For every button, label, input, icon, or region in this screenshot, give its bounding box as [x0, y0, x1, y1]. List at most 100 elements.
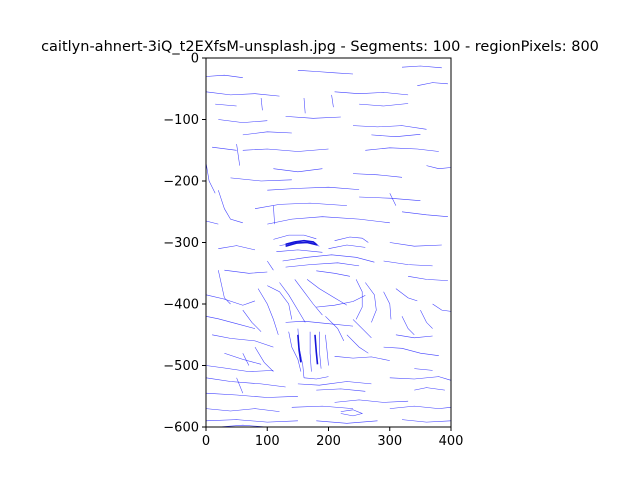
contour-line-82 [420, 309, 433, 329]
y-tick-label: −100 [163, 113, 199, 128]
contour-line-52 [205, 316, 256, 329]
y-tick-label: 0 [191, 52, 199, 67]
contour-line-38 [316, 270, 350, 277]
contour-line-39 [218, 270, 231, 305]
contour-line-35 [383, 260, 433, 267]
contour-line-42 [306, 279, 348, 306]
contour-line-55 [288, 331, 302, 372]
x-tick-label: 200 [316, 434, 341, 449]
contour-line-16 [273, 168, 323, 173]
contour-line-26 [401, 211, 448, 217]
contour-line-58 [319, 331, 322, 369]
contour-line-8 [218, 119, 268, 123]
plot-background [206, 58, 451, 427]
contour-line-1 [297, 70, 354, 75]
contour-line-53 [212, 334, 274, 348]
contour-line-78 [205, 419, 298, 423]
contour-line-14 [365, 147, 439, 152]
x-tick-label: 300 [377, 434, 402, 449]
x-tick-label: 100 [255, 434, 280, 449]
x-tick-label: 0 [202, 434, 210, 449]
contour-line-86 [331, 94, 334, 108]
y-tick-label: −400 [163, 298, 199, 313]
contour-line-92 [408, 276, 448, 281]
contour-line-71 [205, 392, 298, 398]
contour-line-98 [414, 368, 433, 371]
contour-line-11 [242, 131, 292, 136]
contour-line-46 [355, 279, 363, 320]
contour-line-32 [282, 254, 375, 263]
chart-title: caitlyn-ahnert-3iQ_t2EXfsM-unsplash.jpg … [41, 39, 599, 55]
contour-line-59 [325, 334, 329, 366]
contour-line-17 [230, 177, 292, 182]
contour-line-89 [371, 134, 421, 137]
x-tick-label: 400 [439, 434, 464, 449]
contour-line-40 [294, 279, 323, 316]
contour-line-48 [352, 319, 372, 338]
contour-line-43 [316, 295, 366, 308]
contour-line-36 [218, 245, 256, 251]
contour-line-45 [257, 288, 279, 335]
contour-line-28 [334, 236, 369, 243]
contour-line-23 [218, 190, 243, 224]
contour-line-9 [285, 116, 341, 119]
contour-line-67 [395, 334, 433, 339]
contour-line-72 [334, 399, 409, 403]
contour-highlight-0 [285, 239, 317, 246]
contour-line-94 [346, 334, 369, 354]
contour-line-0 [205, 74, 243, 78]
contour-line-31 [328, 244, 366, 249]
contour-line-96 [267, 260, 274, 271]
contour-line-49 [383, 291, 392, 320]
contour-line-74 [205, 408, 280, 412]
contour-line-51 [205, 294, 256, 306]
contour-line-50 [395, 288, 418, 302]
y-tick-label: −500 [163, 359, 199, 374]
contour-line-77 [389, 405, 452, 409]
contour-line-88 [215, 103, 237, 107]
contour-highlight-3 [314, 334, 319, 365]
contour-highlight-1 [285, 241, 318, 247]
contour-line-85 [273, 205, 275, 225]
y-axis: 0 −100 −200 −300 −400 −500 −600 [163, 52, 206, 436]
contour-line-34 [389, 242, 442, 247]
contour-line-87 [359, 103, 409, 107]
contour-line-97 [242, 353, 250, 366]
contour-line-60 [303, 376, 329, 380]
contour-line-22 [389, 193, 397, 206]
contour-line-68 [205, 377, 286, 388]
contour-line-25 [267, 216, 390, 225]
contour-line-7 [303, 97, 306, 114]
contour-line-83 [242, 309, 262, 332]
contour-line-12 [212, 146, 237, 151]
contour-line-41 [279, 282, 306, 323]
contour-line-95 [325, 316, 345, 342]
contour-line-37 [224, 269, 268, 274]
contour-line-15 [236, 144, 240, 166]
contour-line-24 [205, 162, 216, 194]
contour-line-93 [432, 303, 452, 312]
x-axis: 0 100 200 300 400 [202, 427, 464, 449]
contour-line-10 [352, 125, 427, 130]
contour-line-57 [309, 331, 312, 372]
contour-line-70 [389, 376, 452, 381]
contour-line-81 [236, 377, 244, 394]
contour-line-47 [365, 282, 377, 323]
contour-line-63 [224, 352, 262, 365]
contour-line-61 [297, 381, 372, 386]
contour-line-75 [291, 405, 354, 409]
contour-line-99 [218, 424, 268, 428]
contour-line-20 [359, 196, 421, 201]
contour-line-73 [414, 387, 445, 391]
contour-line-27 [273, 234, 317, 240]
contour-line-54 [285, 320, 354, 327]
contour-line-65 [334, 356, 390, 361]
y-tick-label: −300 [163, 236, 199, 251]
contour-line-30 [276, 249, 323, 253]
contour-line-80 [401, 419, 452, 423]
contour-line-21 [254, 202, 347, 209]
segment-contours [205, 65, 452, 428]
contour-line-90 [426, 165, 452, 169]
contour-line-91 [205, 220, 219, 225]
contour-line-84 [401, 316, 415, 335]
